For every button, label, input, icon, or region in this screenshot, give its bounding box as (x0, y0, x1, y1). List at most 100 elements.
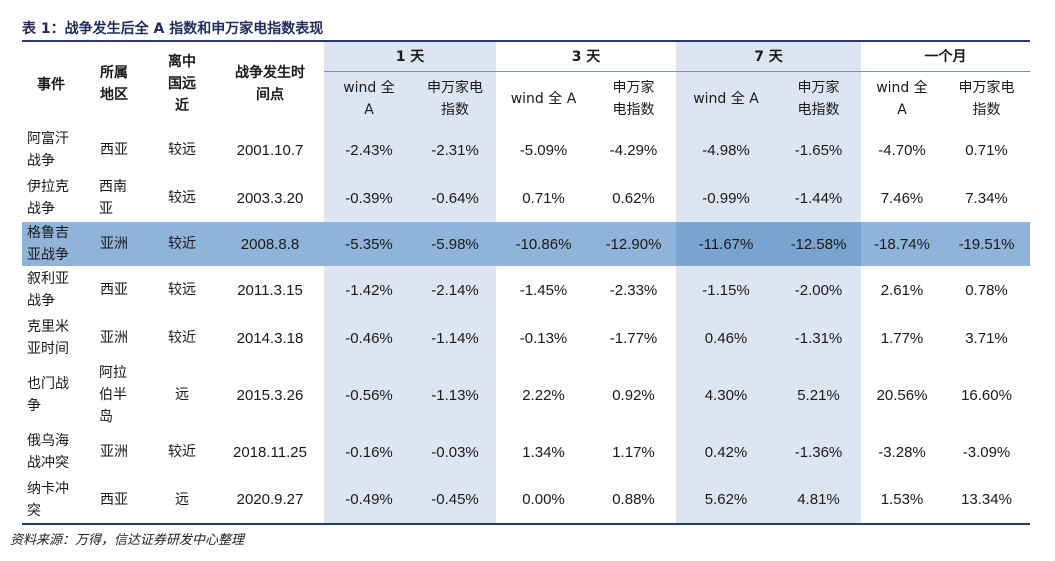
cell-value: 16.60% (961, 386, 1012, 404)
header-group-3day: 3 天 (496, 40, 676, 72)
cell-region: 西亚 (100, 491, 128, 508)
table-row: 克里米亚时间 亚洲 较近 2014.3.18 -0.46% -1.14% -0.13% -1.… (22, 314, 1030, 362)
cell-value: -10.86% (496, 222, 591, 266)
cell-value: 2.61% (880, 281, 924, 299)
cell-value: -4.98% (676, 126, 776, 174)
cell-value: -0.56% (324, 362, 414, 428)
cell-event: 叙利亚战争 (27, 271, 69, 309)
cell-date: 2011.3.15 (237, 281, 303, 299)
cell-value: -1.15% (676, 266, 776, 314)
cell-value: -0.64% (414, 174, 496, 222)
cell-value: 0.00% (522, 491, 565, 508)
cell-value: -2.14% (414, 266, 496, 314)
data-table-wrapper: 事件 所属地区 离中国远近 战争发生时间点 1 天 3 天 7 天 一个月 wi… (22, 40, 1030, 525)
cell-value: 5.21% (776, 362, 861, 428)
war-index-performance-table: 事件 所属地区 离中国远近 战争发生时间点 1 天 3 天 7 天 一个月 wi… (22, 40, 1030, 525)
cell-distance: 较远 (168, 142, 196, 158)
cell-value: -0.13% (519, 329, 568, 347)
header-region: 所属地区 (80, 40, 148, 126)
cell-value: 0.46% (676, 314, 776, 362)
cell-value: -0.16% (324, 428, 414, 476)
header-group-1month: 一个月 (861, 40, 1030, 72)
cell-value: -2.31% (414, 126, 496, 174)
cell-value: -1.44% (776, 174, 861, 222)
header-event: 事件 (22, 40, 80, 126)
table-row: 俄乌海战冲突 亚洲 较近 2018.11.25 -0.16% -0.03% 1.34% 1.1… (22, 428, 1030, 476)
subheader-sw-appliance: 申万家电指数 (414, 71, 496, 126)
cell-value: 1.17% (612, 443, 655, 461)
cell-date: 2014.3.18 (236, 329, 304, 347)
cell-value: -2.43% (324, 126, 414, 174)
subheader-sw-appliance: 申万家电指数 (612, 79, 655, 118)
cell-value: -1.45% (519, 281, 568, 299)
cell-distance: 远 (175, 387, 189, 403)
cell-value: -1.65% (776, 126, 861, 174)
cell-value: -4.29% (609, 141, 658, 159)
cell-region: 西亚 (100, 142, 128, 158)
cell-value: 20.56% (876, 386, 928, 404)
cell-value: -0.03% (414, 428, 496, 476)
cell-value: -12.58% (776, 222, 861, 266)
cell-value: 7.34% (965, 189, 1008, 207)
cell-distance: 较近 (148, 222, 216, 266)
table-title: 表 1：战争发生后全 A 指数和申万家电指数表现 (22, 21, 324, 37)
cell-value: -1.77% (609, 329, 658, 347)
source-note: 资料来源：万得，信达证券研发中心整理 (10, 533, 245, 548)
cell-region: 西亚 (100, 282, 128, 298)
cell-event: 伊拉克战争 (27, 179, 69, 217)
cell-region: 亚洲 (100, 444, 128, 460)
cell-distance: 远 (175, 491, 189, 508)
cell-distance: 较近 (168, 330, 196, 346)
cell-event: 格鲁吉亚战争 (22, 222, 80, 266)
cell-distance: 较近 (168, 444, 196, 460)
cell-value: -1.14% (414, 314, 496, 362)
cell-value: -0.45% (414, 476, 496, 524)
cell-value: 0.62% (612, 189, 655, 207)
cell-event: 纳卡冲突 (27, 480, 69, 519)
cell-value: 3.71% (965, 329, 1008, 347)
cell-value: 5.62% (676, 476, 776, 524)
table-row: 叙利亚战争 西亚 较远 2011.3.15 -1.42% -2.14% -1.45% -2.3… (22, 266, 1030, 314)
cell-value: -5.35% (324, 222, 414, 266)
cell-value: -3.09% (962, 443, 1011, 461)
cell-value: -0.39% (324, 174, 414, 222)
cell-value: 4.81% (776, 476, 861, 524)
cell-event: 俄乌海战冲突 (27, 433, 69, 471)
cell-value: 1.77% (880, 329, 924, 347)
subheader-wind-a: wind 全 A (676, 71, 776, 126)
cell-value: 7.46% (880, 189, 924, 207)
header-distance: 离中国远近 (148, 40, 216, 126)
cell-value: -11.67% (676, 222, 776, 266)
cell-value: 0.42% (676, 428, 776, 476)
cell-value: 2.22% (522, 386, 565, 404)
cell-date: 2020.9.27 (236, 491, 304, 508)
cell-value: 0.92% (612, 386, 655, 404)
cell-value: -4.70% (878, 141, 926, 159)
cell-value: 4.30% (676, 362, 776, 428)
header-group-7day: 7 天 (676, 40, 861, 72)
cell-value: -12.90% (591, 222, 676, 266)
cell-distance: 较远 (168, 282, 196, 298)
cell-region: 亚洲 (80, 222, 148, 266)
header-date: 战争发生时间点 (216, 40, 324, 126)
cell-value: 0.71% (965, 141, 1008, 159)
table-row: 纳卡冲突 西亚 远 2020.9.27 -0.49% -0.45% 0.00% 0.88% 5.… (22, 476, 1030, 524)
table-row: 也门战争 阿拉伯半岛 远 2015.3.26 -0.56% -1.13% 2.22% 0.92… (22, 362, 1030, 428)
cell-region: 阿拉伯半岛 (99, 365, 127, 425)
cell-value: -0.46% (324, 314, 414, 362)
cell-region: 西南亚 (99, 179, 127, 217)
header-group-1day: 1 天 (324, 40, 496, 72)
cell-event: 克里米亚时间 (27, 319, 69, 357)
subheader-wind-a: wind 全 A (876, 79, 928, 118)
cell-value: -18.74% (861, 222, 943, 266)
subheader-wind-a: wind 全 A (324, 71, 414, 126)
cell-date: 2008.8.8 (216, 222, 324, 266)
subheader-sw-appliance: 申万家电指数 (958, 79, 1015, 118)
cell-value: 1.53% (880, 491, 924, 508)
subheader-wind-a: wind 全 A (510, 90, 577, 107)
cell-value: 1.34% (522, 443, 565, 461)
cell-value: -1.31% (776, 314, 861, 362)
table-row: 伊拉克战争 西南亚 较远 2003.3.20 -0.39% -0.64% 0.71% 0.62… (22, 174, 1030, 222)
cell-value: 0.88% (612, 491, 655, 508)
table-row: 阿富汗战争 西亚 较远 2001.10.7 -2.43% -2.31% -5.09% -4.2… (22, 126, 1030, 174)
